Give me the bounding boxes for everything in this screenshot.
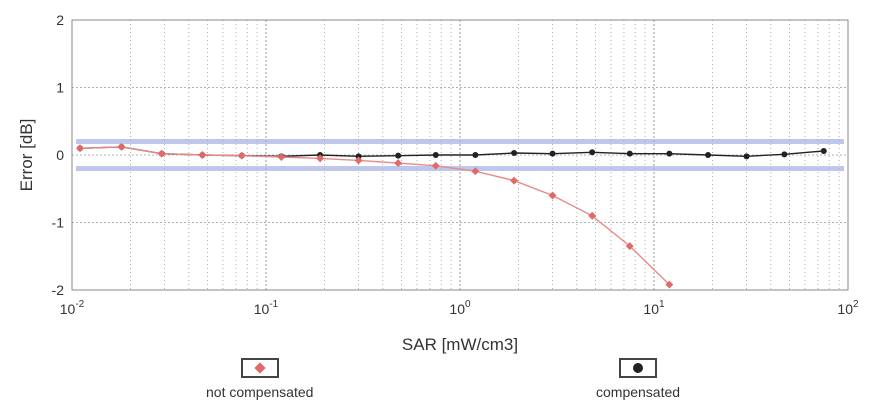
data-point-compensated: [627, 151, 633, 157]
data-point-not_compensated: [510, 177, 518, 185]
data-point-not_compensated: [238, 152, 246, 160]
data-point-compensated: [433, 152, 439, 158]
data-point-compensated: [744, 153, 750, 159]
y-tick-label: 1: [56, 80, 64, 96]
x-tick-label: 10-1: [254, 299, 279, 317]
data-point-compensated: [705, 152, 711, 158]
x-tick-label: 10-2: [60, 299, 85, 317]
data-point-compensated: [666, 151, 672, 157]
data-point-compensated: [781, 151, 787, 157]
y-tick-label: 0: [56, 147, 64, 163]
y-tick-label: -2: [52, 282, 65, 298]
data-point-compensated: [472, 152, 478, 158]
data-point-not_compensated: [76, 144, 84, 152]
data-point-compensated: [511, 150, 517, 156]
data-point-not_compensated: [355, 156, 363, 164]
legend-not-compensated: not compensated: [206, 358, 313, 400]
x-tick-label: 101: [643, 299, 665, 317]
diamond-marker-icon: [254, 362, 265, 373]
legend-label-compensated: compensated: [596, 384, 680, 400]
data-point-compensated: [821, 148, 827, 154]
data-point-not_compensated: [118, 143, 126, 151]
legend-swatch-compensated: [619, 358, 657, 378]
y-tick-label: 2: [56, 12, 64, 28]
data-point-not_compensated: [277, 153, 285, 161]
circle-marker-icon: [633, 363, 643, 373]
data-point-not_compensated: [549, 192, 557, 200]
data-point-compensated: [395, 153, 401, 159]
x-tick-label: 102: [837, 299, 859, 317]
data-point-compensated: [550, 151, 556, 157]
legend-label-not-compensated: not compensated: [206, 384, 313, 400]
legend-swatch-not-compensated: [241, 358, 279, 378]
data-point-not_compensated: [198, 151, 206, 159]
data-point-compensated: [589, 149, 595, 155]
data-point-not_compensated: [394, 159, 402, 167]
legend-compensated: compensated: [596, 358, 680, 400]
x-tick-label: 100: [449, 299, 471, 317]
tick-labels: 210-1-210-2 10-1 100 101 102: [52, 12, 859, 317]
x-axis-title: SAR [mW/cm3]: [402, 335, 518, 354]
chart: 210-1-210-2 10-1 100 101 102 SAR [mW/cm3] Er…: [0, 0, 872, 358]
y-tick-label: -1: [52, 215, 65, 231]
y-axis-title: Error [dB]: [17, 119, 36, 192]
